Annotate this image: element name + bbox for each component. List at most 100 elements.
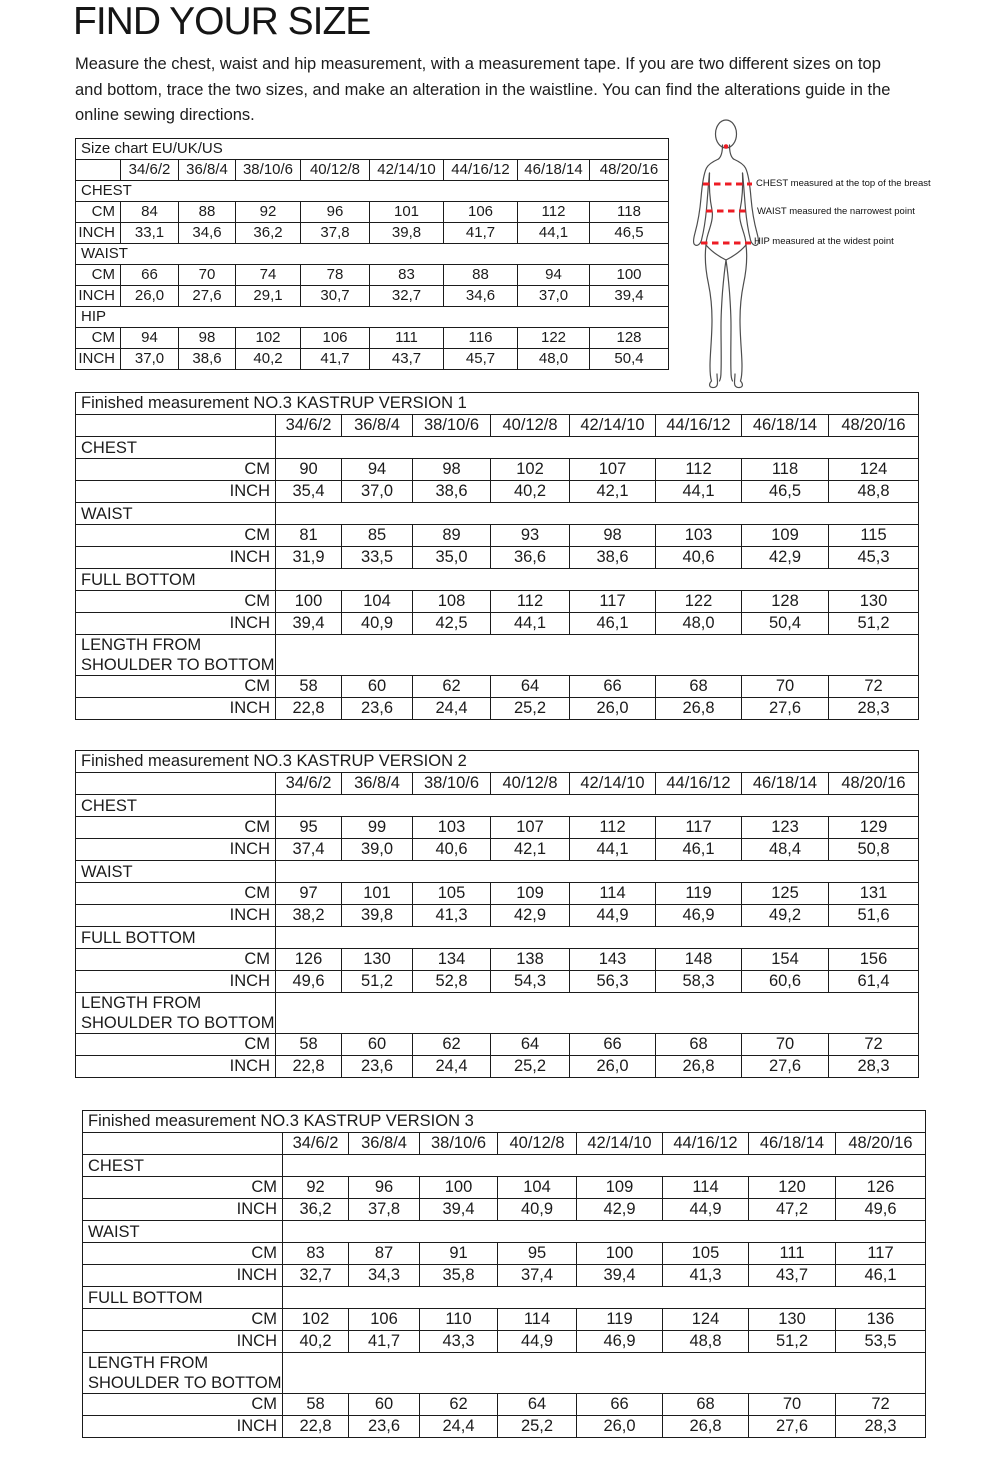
cm-value-cell: 70 xyxy=(741,1033,829,1056)
cm-value-cell: 68 xyxy=(655,675,742,698)
cm-value-cell: 101 xyxy=(341,882,413,905)
inch-value-cell: 39,8 xyxy=(341,904,413,927)
figure-chin-dot xyxy=(723,144,729,149)
inch-value-cell: 52,8 xyxy=(412,970,491,993)
inch-value-cell: 50,8 xyxy=(828,838,919,861)
section-label-cell: FULL BOTTOM xyxy=(82,1286,283,1309)
corner-cell xyxy=(75,772,276,795)
cm-value-cell: 112 xyxy=(490,590,570,613)
cm-value-cell: 117 xyxy=(569,590,656,613)
cm-value-cell: 119 xyxy=(655,882,742,905)
size-header-cell: 34/6/2 xyxy=(282,1132,349,1155)
inch-value-cell: 42,1 xyxy=(490,838,570,861)
inch-value-cell: 45,7 xyxy=(443,348,518,370)
cm-value-cell: 112 xyxy=(569,816,656,839)
section-label-cell: WAIST xyxy=(82,1220,283,1243)
inch-value-cell: 37,0 xyxy=(341,480,413,503)
table-row: CM 58 60 62 64 66 68 70 72 xyxy=(75,1033,919,1056)
inch-value-cell: 40,2 xyxy=(282,1330,349,1353)
size-header-cell: 46/18/14 xyxy=(517,159,590,181)
page-title: FIND YOUR SIZE xyxy=(73,0,371,43)
cm-value-cell: 100 xyxy=(419,1176,498,1199)
cm-value-cell: 154 xyxy=(741,948,829,971)
inch-row-label: INCH xyxy=(75,970,276,993)
intro-text: Measure the chest, waist and hip measure… xyxy=(75,55,891,125)
inch-value-cell: 42,9 xyxy=(490,904,570,927)
cm-value-cell: 62 xyxy=(419,1393,498,1416)
section-spacer-cell xyxy=(282,1352,926,1394)
table-row: 34/6/2 36/8/4 38/10/6 40/12/8 42/14/10 44/16/… xyxy=(75,414,919,437)
table-row: INCH 22,8 23,6 24,4 25,2 26,0 26,8 27,6 28,3 xyxy=(75,697,919,720)
cm-value-cell: 92 xyxy=(282,1176,349,1199)
inch-value-cell: 60,6 xyxy=(741,970,829,993)
table-row: FULL BOTTOM xyxy=(75,926,919,949)
cm-value-cell: 116 xyxy=(443,327,518,349)
inch-value-cell: 32,7 xyxy=(369,285,444,307)
cm-value-cell: 114 xyxy=(662,1176,749,1199)
inch-value-cell: 40,2 xyxy=(490,480,570,503)
inch-value-cell: 45,3 xyxy=(828,546,919,569)
cm-value-cell: 72 xyxy=(835,1393,926,1416)
cm-value-cell: 122 xyxy=(517,327,590,349)
inch-value-cell: 35,0 xyxy=(412,546,491,569)
inch-value-cell: 26,0 xyxy=(569,697,656,720)
cm-value-cell: 156 xyxy=(828,948,919,971)
inch-value-cell: 48,8 xyxy=(662,1330,749,1353)
table-row: CM 84 88 92 96 101 106 112 118 xyxy=(75,201,669,223)
section-spacer-cell xyxy=(282,1286,926,1309)
inch-value-cell: 43,3 xyxy=(419,1330,498,1353)
table-row: Size chart EU/UK/US xyxy=(75,138,669,160)
size-header-cell: 38/10/6 xyxy=(412,772,491,795)
inch-value-cell: 37,4 xyxy=(497,1264,577,1287)
inch-value-cell: 33,1 xyxy=(120,222,179,244)
cm-value-cell: 102 xyxy=(235,327,301,349)
section-label-cell: CHEST xyxy=(75,794,276,817)
inch-value-cell: 27,6 xyxy=(748,1415,836,1438)
size-header-cell: 44/16/12 xyxy=(443,159,518,181)
table-row: 34/6/2 36/8/4 38/10/6 40/12/8 42/14/10 44/16/… xyxy=(82,1132,926,1155)
inch-value-cell: 37,0 xyxy=(517,285,590,307)
size-header-cell: 46/18/14 xyxy=(741,414,829,437)
cm-value-cell: 60 xyxy=(341,1033,413,1056)
cm-value-cell: 95 xyxy=(275,816,342,839)
inch-value-cell: 27,6 xyxy=(741,697,829,720)
cm-value-cell: 123 xyxy=(741,816,829,839)
table-row: CHEST xyxy=(75,180,669,202)
inch-row-label: INCH xyxy=(75,612,276,635)
section-label-cell: CHEST xyxy=(75,180,669,202)
cm-value-cell: 70 xyxy=(178,264,236,286)
finished-measurement-v2-container: Finished measurement NO.3 KASTRUP VERSIO… xyxy=(75,750,919,1078)
inch-value-cell: 30,7 xyxy=(300,285,370,307)
size-header-cell: 48/20/16 xyxy=(828,414,919,437)
finished-measurement-v3-table: Finished measurement NO.3 KASTRUP VERSIO… xyxy=(82,1110,926,1438)
table-row: LENGTH FROM SHOULDER TO BOTTOM xyxy=(75,634,919,676)
cm-row-label: CM xyxy=(82,1308,283,1331)
size-header-cell: 44/16/12 xyxy=(655,414,742,437)
cm-row-label: CM xyxy=(82,1242,283,1265)
inch-value-cell: 34,3 xyxy=(348,1264,420,1287)
cm-value-cell: 83 xyxy=(369,264,444,286)
inch-row-label: INCH xyxy=(75,285,121,307)
cm-value-cell: 134 xyxy=(412,948,491,971)
inch-value-cell: 51,6 xyxy=(828,904,919,927)
inch-row-label: INCH xyxy=(82,1415,283,1438)
inch-value-cell: 44,1 xyxy=(569,838,656,861)
inch-row-label: INCH xyxy=(75,838,276,861)
inch-value-cell: 51,2 xyxy=(828,612,919,635)
cm-value-cell: 110 xyxy=(419,1308,498,1331)
section-spacer-cell xyxy=(282,1220,926,1243)
table-row: WAIST xyxy=(82,1220,926,1243)
cm-value-cell: 102 xyxy=(490,458,570,481)
cm-value-cell: 148 xyxy=(655,948,742,971)
cm-value-cell: 106 xyxy=(348,1308,420,1331)
cm-value-cell: 87 xyxy=(348,1242,420,1265)
table-title: Finished measurement NO.3 KASTRUP VERSIO… xyxy=(75,750,919,773)
finished-measurement-v1-container: Finished measurement NO.3 KASTRUP VERSIO… xyxy=(75,392,919,720)
inch-value-cell: 25,2 xyxy=(490,1055,570,1078)
cm-value-cell: 100 xyxy=(275,590,342,613)
finished-measurement-v1-table: Finished measurement NO.3 KASTRUP VERSIO… xyxy=(75,392,919,720)
hip-annotation: HIP measured at the widest point xyxy=(754,236,894,247)
section-label-cell: WAIST xyxy=(75,243,669,265)
cm-value-cell: 58 xyxy=(275,1033,342,1056)
size-header-cell: 36/8/4 xyxy=(341,414,413,437)
